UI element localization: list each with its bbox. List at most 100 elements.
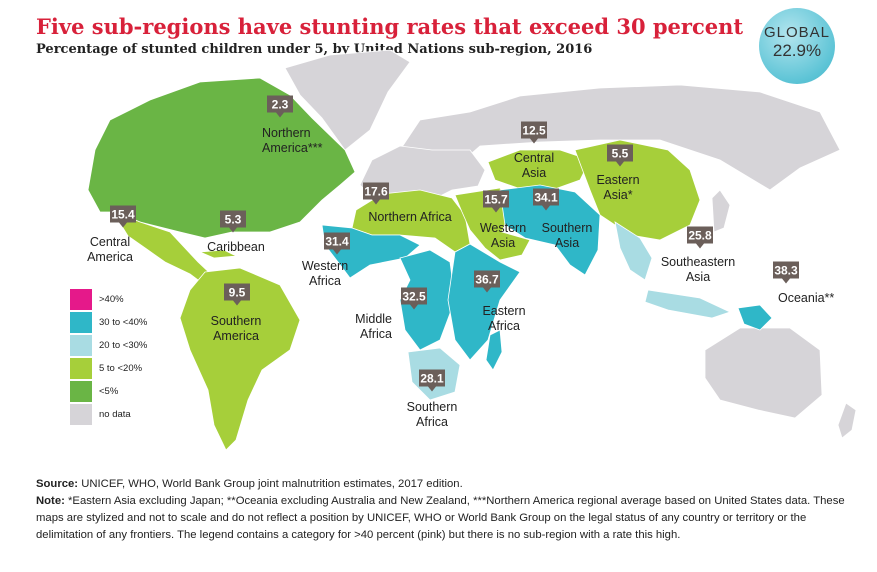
marker-northern-africa: 17.6 Northern Africa xyxy=(363,182,452,224)
marker-southern-africa: 28.1 Southern Africa xyxy=(407,369,457,429)
marker-box xyxy=(110,205,136,223)
source-line: Source: UNICEF, WHO, World Bank Group jo… xyxy=(36,476,856,493)
legend-swatch xyxy=(70,381,92,402)
marker-value: 32.5 xyxy=(402,290,426,304)
band-5-to-20-regions xyxy=(110,139,701,451)
region-name: Northern Africa xyxy=(368,210,451,224)
map-subtitle: Percentage of stunted children under 5, … xyxy=(36,42,593,57)
footer: Source: UNICEF, WHO, World Bank Group jo… xyxy=(36,476,856,544)
marker-value: 5.5 xyxy=(612,147,629,161)
marker-value: 12.5 xyxy=(522,124,546,138)
legend-label: no data xyxy=(99,409,131,420)
marker-caribbean: 5.3 Caribbean xyxy=(207,210,265,254)
region-name: Middle Africa xyxy=(355,312,392,341)
region-name: Northern America*** xyxy=(262,126,323,155)
southeastern-asia-shape xyxy=(614,221,653,281)
marker-value: 34.1 xyxy=(534,191,558,205)
eastern-asia-shape xyxy=(574,139,701,241)
map-title: Five sub-regions have stunting rates tha… xyxy=(36,14,744,39)
marker-box xyxy=(363,182,389,200)
new-zealand-shape xyxy=(837,402,857,439)
legend-item: 5 to <20% xyxy=(70,357,147,380)
marker-box xyxy=(224,283,250,301)
legend-swatch xyxy=(70,312,92,333)
legend-swatch xyxy=(70,358,92,379)
marker-pointer xyxy=(233,300,241,306)
marker-central-america: 15.4 Central America xyxy=(87,205,136,264)
marker-box xyxy=(533,188,559,206)
marker-box xyxy=(521,121,547,139)
region-markers: 2.3 Northern America*** 15.4 Central America 5… xyxy=(87,95,834,429)
region-name: Southeastern Asia xyxy=(661,255,735,284)
marker-northern-america: 2.3 Northern America*** xyxy=(262,95,323,155)
marker-central-asia: 12.5 Central Asia xyxy=(514,121,554,180)
legend-item: 20 to <30% xyxy=(70,334,147,357)
legend-swatch xyxy=(70,335,92,356)
marker-box xyxy=(324,232,350,250)
marker-pointer xyxy=(782,278,790,284)
marker-pointer xyxy=(428,386,436,392)
marker-box xyxy=(267,95,293,113)
marker-value: 5.3 xyxy=(225,213,242,227)
marker-pointer xyxy=(372,199,380,205)
marker-eastern-asia: 5.5 Eastern Asia* xyxy=(596,144,640,202)
northern-america-shape xyxy=(87,77,356,239)
legend-label: >40% xyxy=(99,294,124,305)
note-text: *Eastern Asia excluding Japan; **Oceania… xyxy=(36,495,845,541)
marker-pointer xyxy=(229,227,237,233)
marker-box xyxy=(483,190,509,208)
marker-pointer xyxy=(492,207,500,213)
marker-value: 2.3 xyxy=(272,98,289,112)
map-legend: >40% 30 to <40% 20 to <30% 5 to <20% <5% no d… xyxy=(70,288,147,426)
marker-value: 28.1 xyxy=(420,372,444,386)
marker-western-asia: 15.7 Western Asia xyxy=(480,190,526,250)
note-label: Note: xyxy=(36,495,65,507)
marker-value: 9.5 xyxy=(229,286,246,300)
marker-box xyxy=(607,144,633,162)
marker-pointer xyxy=(483,287,491,293)
legend-swatch xyxy=(70,404,92,425)
marker-value: 36.7 xyxy=(475,273,499,287)
marker-value: 15.4 xyxy=(111,208,135,222)
region-name: Southern Asia xyxy=(542,221,593,250)
region-name: Southern America xyxy=(211,314,262,343)
caribbean-shape xyxy=(199,249,238,259)
legend-item: 30 to <40% xyxy=(70,311,147,334)
marker-oceania: 38.3 Oceania** xyxy=(773,261,834,305)
legend-label: 30 to <40% xyxy=(99,317,148,328)
marker-box xyxy=(687,226,713,244)
marker-pointer xyxy=(616,161,624,167)
russia-shape xyxy=(399,84,841,191)
region-name: Western Africa xyxy=(302,259,348,288)
marker-eastern-africa: 36.7 Eastern Africa xyxy=(474,270,526,333)
legend-label: <5% xyxy=(99,386,119,397)
source-text: UNICEF, WHO, World Bank Group joint maln… xyxy=(78,478,463,490)
japan-shape xyxy=(711,189,731,233)
region-name: Western Asia xyxy=(480,221,526,250)
southern-asia-shape xyxy=(499,184,601,276)
region-name: Central Asia xyxy=(514,151,554,180)
marker-box xyxy=(401,287,427,305)
global-label: GLOBAL xyxy=(763,24,831,41)
marker-southern-asia: 34.1 Southern Asia xyxy=(533,188,593,250)
global-value: 22.9% xyxy=(772,41,822,60)
note-line: Note: *Eastern Asia excluding Japan; **O… xyxy=(36,493,856,544)
legend-label: 5 to <20% xyxy=(99,363,143,374)
marker-western-africa: 31.4 Western Africa xyxy=(302,232,350,288)
marker-pointer xyxy=(542,205,550,211)
central-asia-shape xyxy=(487,149,591,191)
region-name: Eastern Africa xyxy=(482,304,525,333)
marker-value: 15.7 xyxy=(484,193,508,207)
marker-pointer xyxy=(696,243,704,249)
eastern-africa-shape xyxy=(447,243,521,361)
marker-southern-america: 9.5 Southern America xyxy=(211,283,262,343)
southeastern-islands-shape xyxy=(644,289,732,319)
legend-label: 20 to <30% xyxy=(99,340,148,351)
legend-item: no data xyxy=(70,403,147,426)
legend-item: >40% xyxy=(70,288,147,311)
marker-box xyxy=(474,270,500,288)
madagascar-shape xyxy=(485,329,503,371)
legend-item: <5% xyxy=(70,380,147,403)
marker-box xyxy=(220,210,246,228)
